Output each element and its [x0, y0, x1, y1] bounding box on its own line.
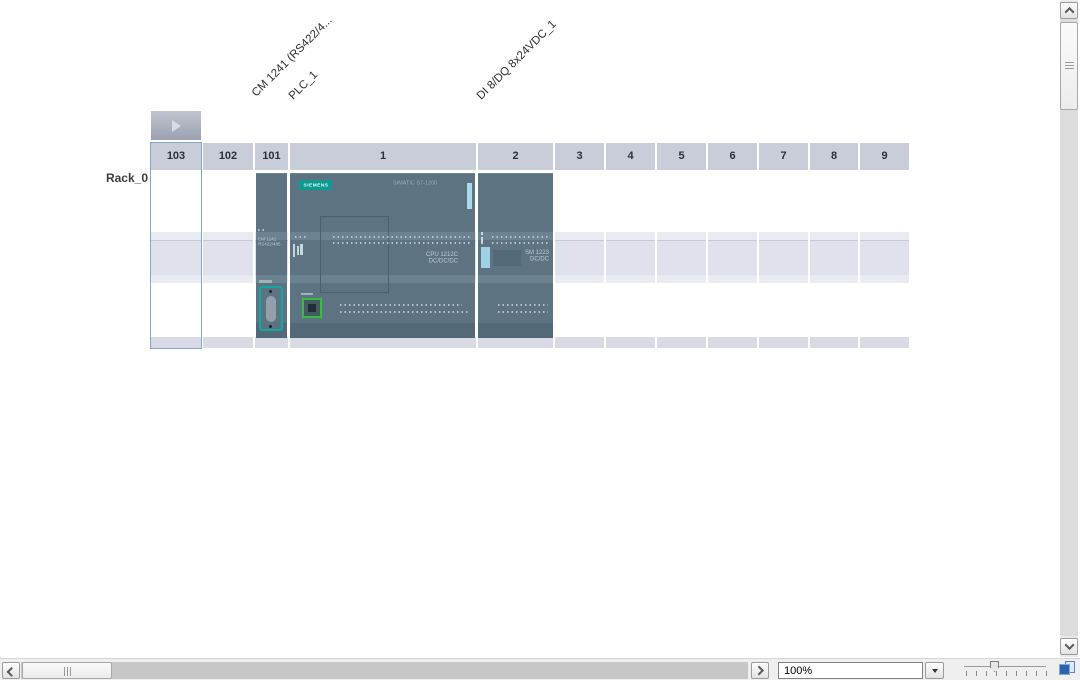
rs485-dsub-connector-icon	[259, 286, 283, 331]
slot-header[interactable]: 1	[290, 143, 476, 170]
slot-column-8: 8	[809, 142, 859, 349]
cpu-terminal-dots	[333, 242, 471, 244]
cm-model-label: CM 1241 RS422/485	[258, 237, 281, 247]
chevron-down-icon	[1064, 640, 1074, 651]
cm-port-label	[259, 280, 272, 283]
chevron-up-icon	[1064, 6, 1074, 17]
module-label-plc: PLC_1	[286, 68, 321, 103]
slot-column-102: 102	[202, 142, 254, 349]
sm-terminal-dots	[498, 311, 548, 313]
cpu-left-mark	[297, 246, 299, 255]
scroll-left-button[interactable]	[2, 662, 20, 679]
slot-header[interactable]: 5	[657, 143, 706, 170]
scroll-right-button[interactable]	[751, 662, 769, 679]
scrollbar-grip-icon	[64, 667, 72, 676]
slot-cell[interactable]	[759, 172, 808, 348]
scroll-up-button[interactable]	[1060, 2, 1078, 19]
slot-cell[interactable]	[657, 172, 706, 348]
slot-cell[interactable]	[860, 172, 909, 348]
module-label-di-dq: DI 8/DQ 8x24VDC_1	[474, 18, 559, 103]
chevron-left-icon	[6, 666, 16, 677]
slot-cell[interactable]	[203, 172, 253, 348]
zoom-slider[interactable]	[962, 660, 1048, 678]
slot-header[interactable]: 2	[478, 143, 553, 170]
slot-cell[interactable]	[151, 172, 201, 348]
sm-terminal-dots	[492, 242, 548, 244]
sm-model-label: SM 1223 DC/DC	[524, 249, 549, 263]
memory-card-slot	[320, 216, 389, 293]
zoom-slider-track	[964, 666, 1046, 667]
slot-column-7: 7	[758, 142, 809, 349]
slot-header[interactable]: 6	[708, 143, 757, 170]
slot-cell[interactable]	[606, 172, 655, 348]
zoom-dropdown-button[interactable]	[925, 662, 944, 679]
slot-column-3: 3	[554, 142, 605, 349]
sm-led-strip	[481, 247, 490, 268]
vertical-scrollbar[interactable]	[1060, 0, 1078, 657]
rack-name-label: Rack_0	[105, 171, 148, 185]
horizontal-scrollbar-track[interactable]	[21, 662, 748, 679]
vertical-scrollbar-thumb[interactable]	[1060, 22, 1078, 110]
profinet-port-label	[301, 293, 313, 295]
play-triangle-icon	[171, 119, 181, 132]
cpu-terminal-dots	[333, 236, 471, 238]
slot-header[interactable]: 4	[606, 143, 655, 170]
status-bar	[0, 658, 1080, 680]
vertical-scrollbar-track[interactable]	[1060, 19, 1078, 636]
sm-left-mark	[481, 237, 483, 244]
slot-column-103: 103	[150, 142, 202, 349]
scrollbar-grip-icon	[1065, 61, 1074, 69]
slot-header[interactable]: 8	[810, 143, 858, 170]
slot-column-9: 9	[859, 142, 910, 349]
scroll-down-button[interactable]	[1060, 638, 1078, 655]
cpu-terminal-dots	[295, 236, 308, 238]
slot-cell[interactable]	[708, 172, 757, 348]
chevron-right-icon	[753, 665, 764, 676]
slot-column-5: 5	[656, 142, 707, 349]
sm-left-mark	[481, 232, 483, 235]
slot-header[interactable]: 102	[203, 143, 253, 170]
sm-terminal-dots	[492, 236, 548, 238]
zoom-slider-thumb[interactable]	[990, 661, 999, 672]
cpu-terminal-dots	[340, 311, 470, 313]
sm-label-box	[493, 250, 521, 266]
cpu-model-label: CPU 1212C DC/DC/DC	[425, 251, 458, 265]
profinet-port-icon	[302, 298, 322, 318]
slot-header[interactable]: 103	[151, 143, 201, 170]
slot-cell[interactable]	[810, 172, 858, 348]
cpu-left-mark	[293, 244, 295, 257]
zoom-slider-ticks	[966, 671, 1048, 676]
cpu-terminal-dots	[340, 304, 462, 306]
window-layout-icon[interactable]	[1059, 661, 1077, 678]
cm-terminal-dots	[258, 229, 265, 231]
slot-header[interactable]: 3	[555, 143, 604, 170]
cpu-led-bar	[467, 183, 472, 209]
siemens-logo: SIEMENS	[299, 180, 332, 190]
slot-header[interactable]: 101	[255, 143, 288, 170]
dropdown-arrow-icon	[931, 668, 938, 673]
slot-header[interactable]: 9	[860, 143, 909, 170]
slot-column-6: 6	[707, 142, 758, 349]
slot-cell[interactable]	[555, 172, 604, 348]
slot-header[interactable]: 7	[759, 143, 808, 170]
sm-terminal-dots	[498, 304, 548, 306]
rack-nav-button[interactable]	[151, 111, 201, 140]
cpu-family-label: SIMATIC S7-1200	[393, 180, 438, 187]
horizontal-scrollbar-thumb[interactable]	[22, 662, 112, 679]
zoom-level-input[interactable]	[778, 662, 923, 679]
slot-column-4: 4	[605, 142, 656, 349]
cpu-left-mark	[300, 244, 303, 255]
